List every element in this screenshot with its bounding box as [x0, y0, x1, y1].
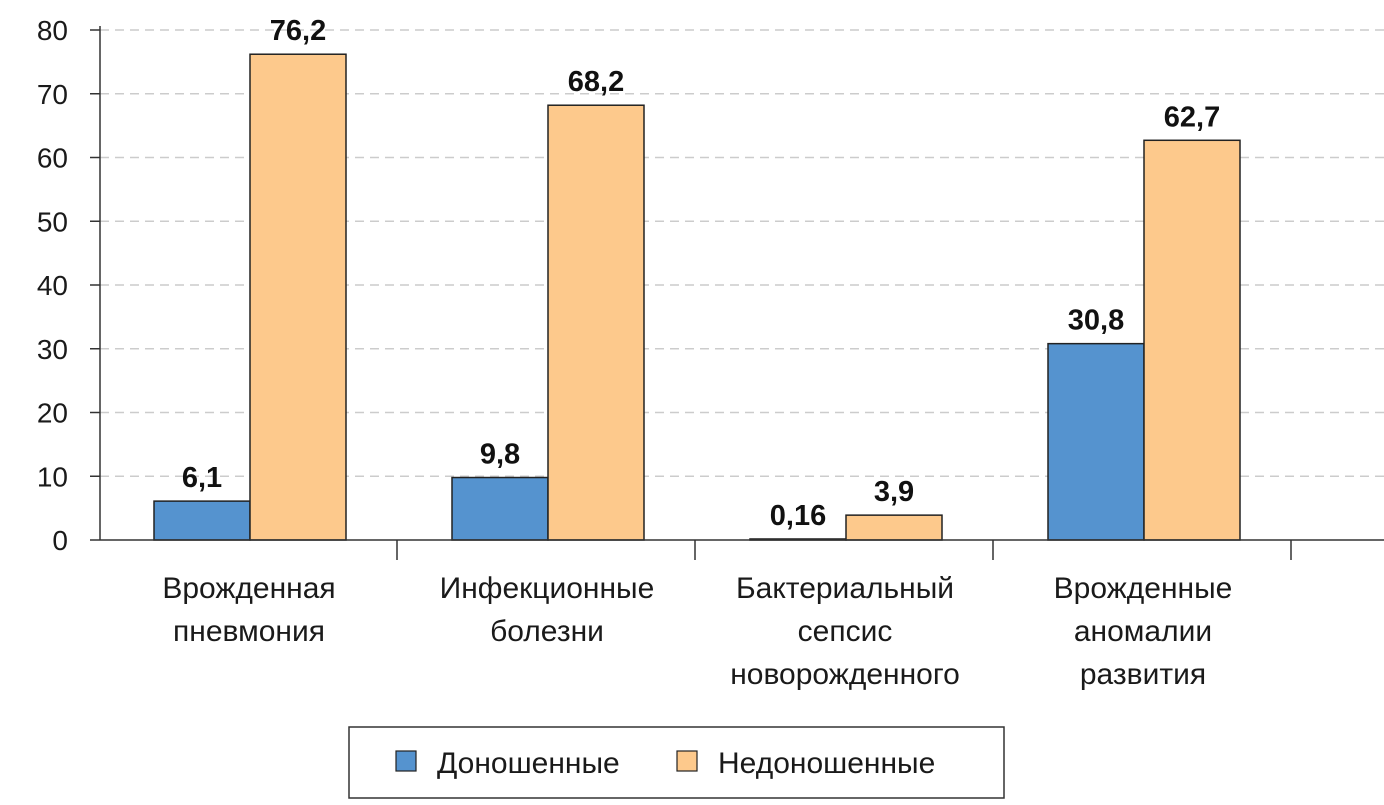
bar	[451, 476, 549, 541]
y-tick-label: 40	[37, 270, 68, 301]
legend-swatch	[395, 750, 417, 772]
bar	[845, 514, 943, 541]
y-tick-label: 10	[37, 461, 68, 492]
x-category-label-line: аномалии	[1074, 615, 1212, 648]
x-category-label-line: развития	[1080, 658, 1206, 691]
axes: 0 10 20 30 40 50 60 70 80	[37, 15, 1384, 560]
x-category-label-line: сепсис	[798, 615, 893, 648]
bar	[1143, 139, 1241, 541]
x-category-label-line: новорожденного	[730, 658, 960, 691]
data-label: 6,1	[182, 462, 222, 494]
x-category-label-line: Врожденные	[1054, 572, 1233, 605]
data-label: 68,2	[568, 66, 624, 98]
y-tick-label: 30	[37, 334, 68, 365]
data-label: 9,8	[480, 439, 520, 471]
category-labels: Врожденная пневмония Инфекционные болезни Ба…	[162, 572, 1232, 691]
x-category-label: Врожденные аномалии развития	[1054, 572, 1233, 691]
legend-label: Доношенные	[437, 747, 620, 780]
data-label: 30,8	[1068, 305, 1124, 337]
data-label: 0,16	[770, 500, 826, 532]
y-tick-label: 0	[52, 525, 68, 556]
y-tick-label: 70	[37, 79, 68, 110]
data-label: 3,9	[874, 476, 914, 508]
bars	[153, 53, 1241, 541]
x-category-label: Бактериальный сепсис новорожденного	[730, 572, 960, 691]
data-label: 62,7	[1164, 101, 1220, 133]
x-category-label-line: пневмония	[173, 615, 325, 648]
bar	[547, 104, 645, 541]
legend: Доношенные Недоношенные	[348, 726, 1005, 799]
legend-label: Недоношенные	[718, 747, 935, 780]
x-category-label-line: Инфекционные	[440, 572, 655, 605]
x-category-label-line: болезни	[490, 615, 604, 648]
data-labels: 6,1 76,2 9,8 68,2 0,16 3,9 30,8 62,7	[182, 15, 1220, 532]
x-category-label: Врожденная пневмония	[162, 572, 335, 648]
y-tick-label: 20	[37, 398, 68, 429]
bar	[153, 500, 251, 541]
y-tick-label: 60	[37, 143, 68, 174]
bar	[1047, 342, 1145, 541]
data-label: 76,2	[270, 15, 326, 47]
bar	[249, 53, 347, 541]
x-category-label-line: Врожденная	[162, 572, 335, 605]
y-tick-label: 50	[37, 206, 68, 237]
x-category-label-line: Бактериальный	[736, 572, 954, 605]
legend-swatch	[676, 750, 698, 772]
x-category-label: Инфекционные болезни	[440, 572, 655, 648]
y-tick-label: 80	[37, 15, 68, 46]
